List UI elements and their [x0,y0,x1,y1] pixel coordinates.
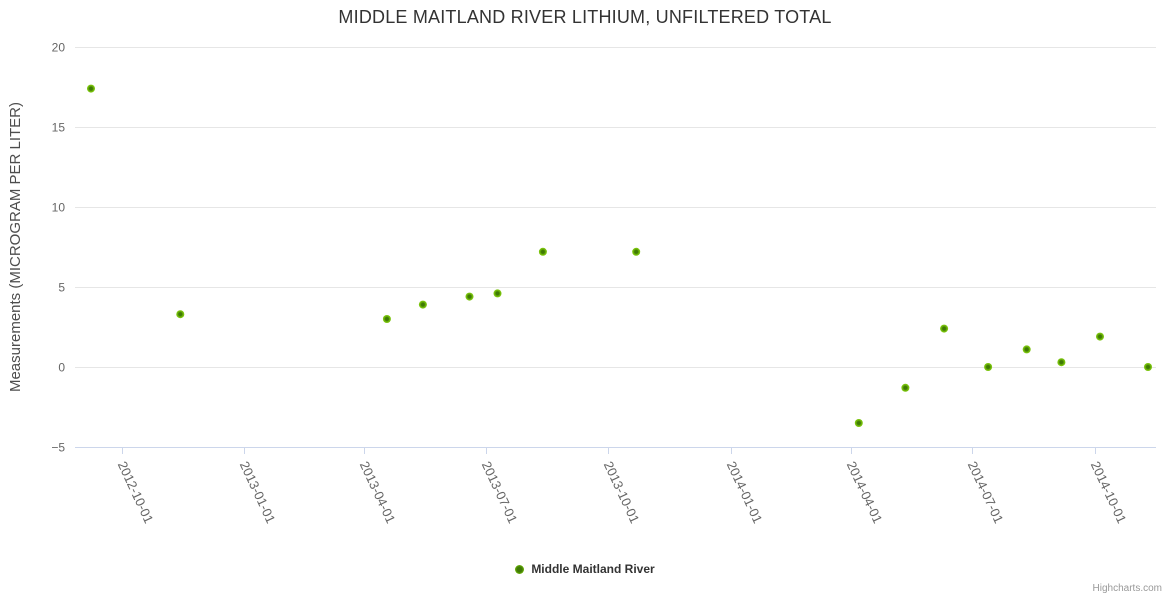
data-point[interactable] [901,383,910,392]
x-axis-label: 2014-04-01 [844,459,886,526]
x-axis-label: 2014-10-01 [1088,459,1130,526]
y-axis-label: 0 [58,361,65,375]
chart-title: MIDDLE MAITLAND RIVER LITHIUM, UNFILTERE… [338,7,832,27]
legend-item-middle-maitland-river[interactable]: Middle Maitland River [515,562,655,576]
data-point[interactable] [493,289,502,298]
data-point[interactable] [382,315,391,323]
y-axis-label: 15 [52,121,66,135]
data-point[interactable] [854,419,863,427]
y-axis-label: 5 [58,281,65,295]
highcharts-credits-link[interactable]: Highcharts.com [1092,583,1162,594]
data-point[interactable] [1057,358,1066,367]
y-axis-label: 10 [52,201,66,215]
data-point[interactable] [940,324,949,333]
data-point[interactable] [1144,363,1152,371]
x-axis-label: 2013-04-01 [357,459,399,526]
x-axis-label: 2012-10-01 [115,459,157,526]
y-axis-label: 20 [52,41,66,55]
legend: Middle Maitland River [0,562,1170,576]
data-point[interactable] [176,310,185,319]
x-axis-label: 2014-01-01 [724,459,766,526]
x-axis-label: 2014-07-01 [965,459,1007,526]
data-point[interactable] [1022,345,1031,354]
data-point[interactable] [1096,332,1104,341]
data-point[interactable] [465,292,474,301]
x-axis-label: 2013-01-01 [237,459,279,526]
data-point[interactable] [87,84,95,93]
x-axis-label: 2013-07-01 [479,459,521,526]
legend-label: Middle Maitland River [531,562,655,576]
data-point[interactable] [418,300,427,309]
legend-marker-icon [515,564,525,574]
y-axis-label: −5 [51,441,65,455]
data-point[interactable] [538,247,547,256]
data-point[interactable] [632,247,641,256]
data-point[interactable] [984,363,993,371]
x-axis-label: 2013-10-01 [601,459,643,526]
